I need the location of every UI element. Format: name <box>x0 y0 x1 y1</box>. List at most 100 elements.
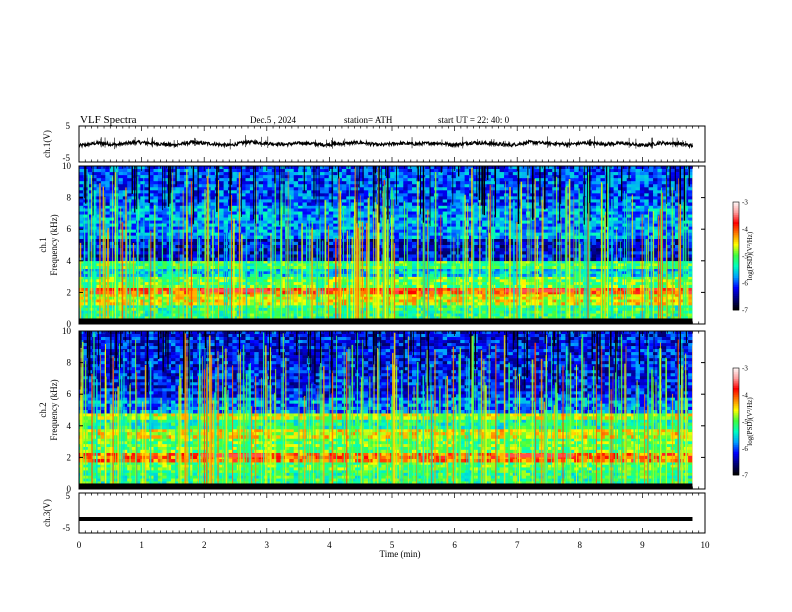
spectrogram-cell <box>109 305 115 309</box>
spectrogram-cell <box>429 266 435 269</box>
spectrogram-cell <box>372 282 378 286</box>
spectrogram-cell <box>311 305 317 309</box>
spectrogram-cell <box>171 260 176 264</box>
spectrogram-cell <box>674 271 680 275</box>
spectrogram-cell <box>412 245 417 249</box>
spectrogram-cell <box>175 307 181 312</box>
spectrogram-cell <box>679 290 685 295</box>
spectrogram-cell <box>504 284 509 288</box>
spectrogram-cell <box>486 290 492 295</box>
spectrogram-cell <box>464 260 470 264</box>
spectrogram-cell <box>412 313 417 317</box>
spectrogram-cell <box>565 302 571 306</box>
spectrogram-cell <box>324 302 330 306</box>
spectrogram-cell <box>416 307 422 312</box>
spectrogram-cell <box>276 273 281 277</box>
spectrogram-cell <box>473 273 479 277</box>
spectrogram-cell <box>674 313 680 317</box>
spectrogram-cell <box>83 260 89 264</box>
spectrogram-cell <box>171 266 176 269</box>
spectrogram-cell <box>298 276 303 280</box>
spectrogram-cell <box>311 296 317 300</box>
spectrogram-cell <box>631 276 636 280</box>
spectrogram-cell <box>635 217 641 221</box>
spectrogram-cell <box>201 238 207 243</box>
spectrogram-cell <box>403 271 409 275</box>
spectrogram-cell <box>79 299 84 303</box>
spectrogram-cell <box>464 263 470 267</box>
spectrogram-cell <box>324 305 330 309</box>
spectrogram-cell <box>254 284 260 288</box>
spectrogram-cell <box>298 296 303 300</box>
spectrogram-cell <box>561 313 566 317</box>
spectrogram-cell <box>661 271 667 275</box>
spectrogram-cell <box>341 214 347 218</box>
spectrogram-cell <box>521 276 527 280</box>
spectrogram-cell <box>258 208 264 212</box>
spectrogram-cell <box>79 293 84 298</box>
spectrogram-cell <box>473 266 479 269</box>
spectrogram-cell <box>144 271 150 275</box>
spectrogram-cell <box>591 251 597 255</box>
spectrogram-cell <box>631 263 636 267</box>
spectrogram-cell <box>412 279 417 283</box>
spectrogram-cell <box>302 293 308 298</box>
spectrogram-cell <box>201 282 207 286</box>
spectrogram-cell <box>298 268 303 272</box>
spectrogram-cell <box>192 251 198 255</box>
spectrogram-cell <box>219 290 224 295</box>
spectrogram-cell <box>175 263 181 267</box>
spectrogram-cell <box>267 284 273 288</box>
spectrogram-cell <box>442 276 448 280</box>
spectrogram-cell <box>109 302 115 306</box>
spectrogram-cell <box>539 299 544 303</box>
spectrogram-cell <box>153 316 159 320</box>
spectrogram-cell <box>144 205 150 209</box>
spectrogram-cell <box>232 260 238 264</box>
spectrogram-cell <box>688 302 693 306</box>
spectrogram-cell <box>258 310 264 314</box>
spectrogram-cell <box>162 279 168 283</box>
spectrogram-cell <box>263 302 268 306</box>
spectrogram-cell <box>131 205 137 209</box>
spectrogram-cell <box>530 268 536 272</box>
spectrogram-cell <box>429 287 435 292</box>
spectrogram-cell <box>271 284 277 288</box>
spectrogram-cell <box>486 284 492 288</box>
spectrogram-cell <box>578 305 584 309</box>
spectrogram-cell <box>109 310 115 314</box>
spectrogram-cell <box>320 214 325 218</box>
spectrogram-cell <box>96 302 102 306</box>
spectrogram-cell <box>179 263 185 267</box>
spectrogram-cell <box>350 299 356 303</box>
spectrogram-cell <box>341 296 347 300</box>
spectrogram-cell <box>530 238 536 243</box>
spectrogram-cell <box>442 208 448 212</box>
spectrogram-cell <box>280 263 286 267</box>
spectrogram-cell <box>320 208 325 212</box>
spectrogram-cell <box>201 310 207 314</box>
spectrogram-cell <box>341 305 347 309</box>
spectrogram-cell <box>157 299 163 303</box>
spectrogram-cell <box>372 302 378 306</box>
spectrogram-cell <box>245 260 251 264</box>
spectrogram-cell <box>254 313 260 317</box>
spectrogram-cell <box>223 214 229 218</box>
spectrogram-cell <box>394 254 400 258</box>
spectrogram-cell <box>96 310 102 314</box>
spectrogram-cell <box>521 271 527 275</box>
spectrogram-cell <box>311 279 317 283</box>
spectrogram-cell <box>412 257 417 262</box>
spectrogram-cell <box>162 211 168 215</box>
spectrogram-cell <box>482 305 487 309</box>
spectrogram-cell <box>192 287 198 292</box>
spectrogram-cell <box>482 313 487 317</box>
spectrogram-cell <box>263 307 268 312</box>
spectrogram-cell <box>109 316 115 320</box>
spectrogram-cell <box>267 302 273 306</box>
spectrogram-cell <box>249 254 255 258</box>
spectrogram-cell <box>539 307 544 312</box>
spectrogram-cell <box>578 271 584 275</box>
spectrogram-cell <box>333 205 338 209</box>
spectrogram-cell <box>254 238 260 243</box>
